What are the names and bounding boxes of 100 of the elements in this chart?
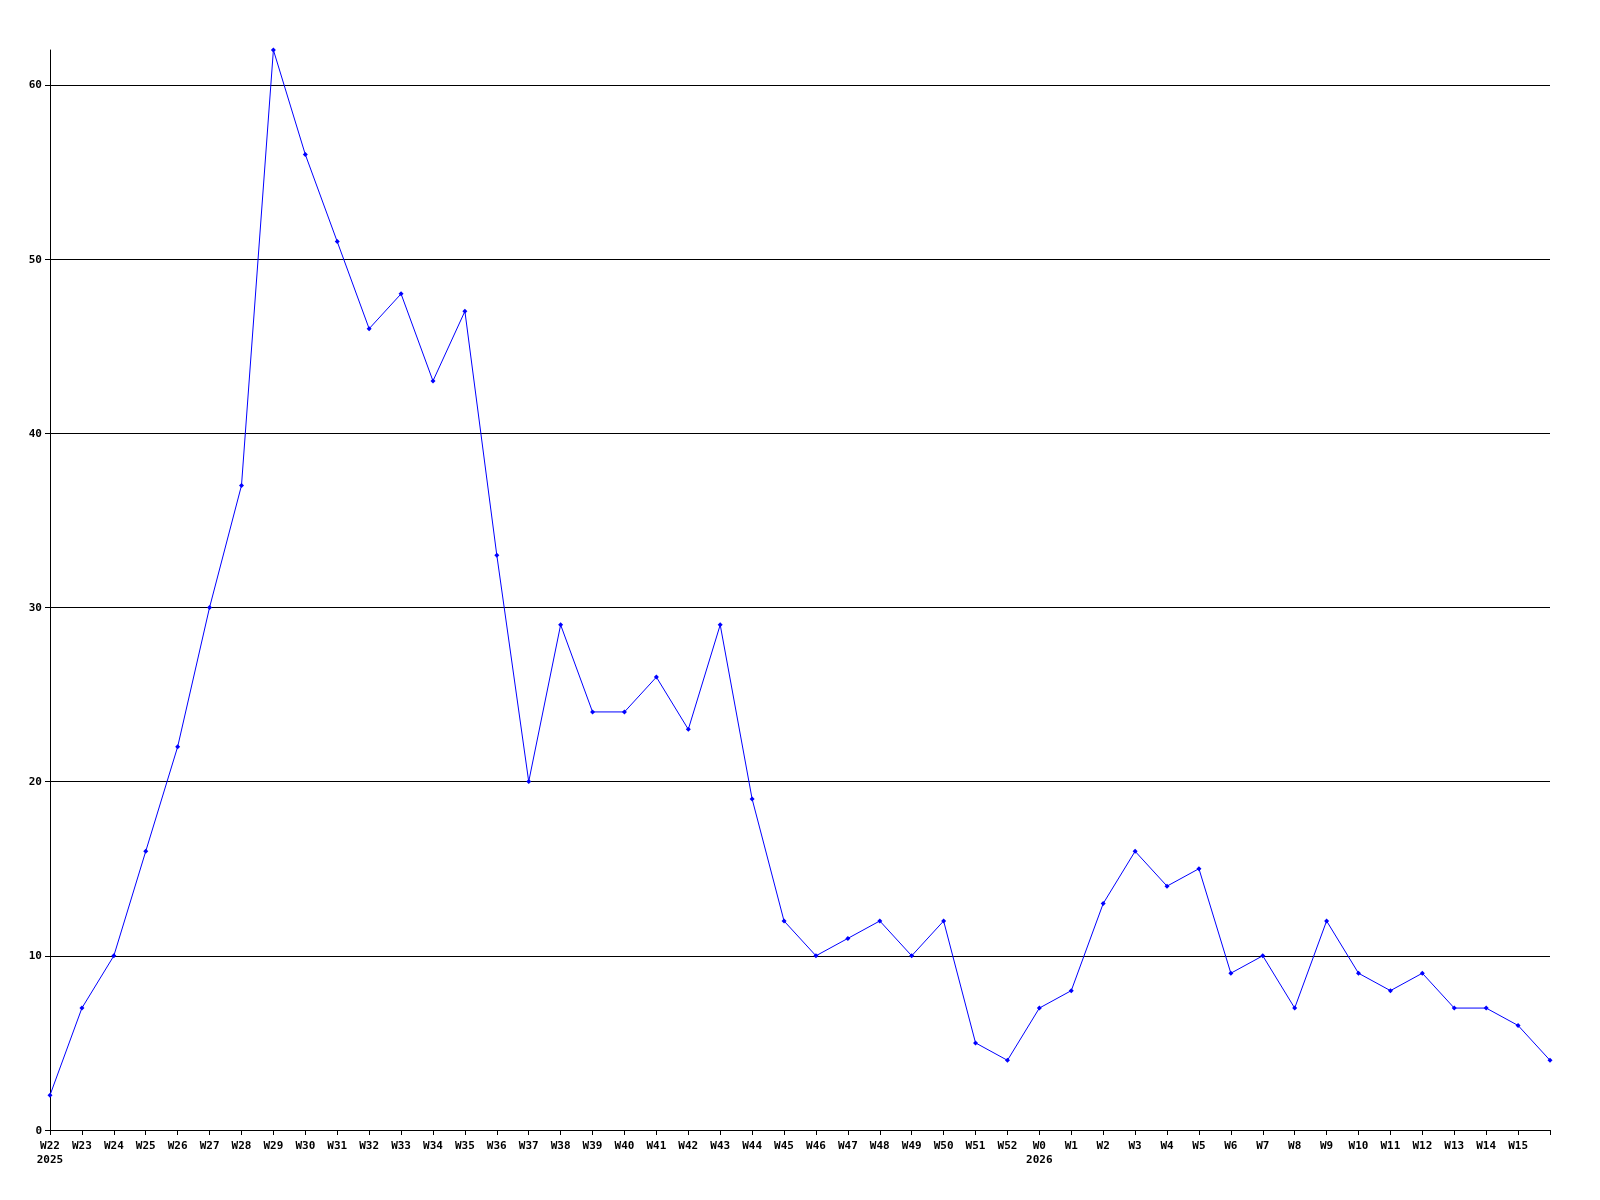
point [175, 744, 181, 750]
x-tick-label: W11 [1380, 1138, 1401, 1152]
x-tick-label: W46 [806, 1138, 827, 1152]
x-tick-label: W44 [742, 1138, 763, 1152]
point [1324, 918, 1330, 924]
x-tick-label: W5 [1192, 1138, 1206, 1152]
point [398, 291, 404, 297]
point [813, 953, 819, 959]
point [1387, 988, 1393, 994]
point [590, 709, 596, 715]
x-tick-label: W35 [454, 1138, 475, 1152]
x-tick-label: W2 [1096, 1138, 1110, 1152]
y-tick-label: 10 [28, 949, 42, 963]
x-tick-label: W43 [710, 1138, 731, 1152]
point [973, 1040, 979, 1046]
x-tick-label: W9 [1319, 1138, 1334, 1152]
point [1036, 1005, 1042, 1011]
y-tick-label: 40 [28, 426, 42, 440]
y-tick-label: 30 [28, 600, 42, 614]
point [685, 726, 691, 732]
point [749, 796, 755, 802]
x-tick-label: W12 [1412, 1138, 1433, 1152]
y-tick-label: 60 [28, 78, 42, 92]
point [1260, 953, 1266, 959]
x-tick-label: W0 2026 [1026, 1138, 1053, 1166]
point [1547, 1057, 1553, 1063]
point [1228, 970, 1234, 976]
point [1483, 1005, 1489, 1011]
x-tick-label: W23 [71, 1138, 92, 1152]
x-tick-label: W28 [231, 1138, 252, 1152]
point [621, 709, 627, 715]
point [1068, 988, 1074, 994]
x-tick-label: W41 [646, 1138, 667, 1152]
x-tick-label: W34 [423, 1138, 444, 1152]
x-tick-label: W6 [1224, 1138, 1238, 1152]
point [941, 918, 947, 924]
point [1196, 866, 1202, 872]
x-tick-label: W49 [901, 1138, 922, 1152]
x-tick-label: W38 [550, 1138, 571, 1152]
point [302, 152, 308, 158]
point [1292, 1005, 1298, 1011]
x-tick-label: W42 [678, 1138, 699, 1152]
x-tick-label: W48 [869, 1138, 890, 1152]
point [877, 918, 883, 924]
point [143, 848, 149, 854]
point [1100, 901, 1106, 907]
point [111, 953, 117, 959]
x-tick-label: W1 [1064, 1138, 1079, 1152]
x-tick-label: W52 [997, 1138, 1018, 1152]
point [334, 239, 340, 245]
x-tick-label: W13 [1444, 1138, 1465, 1152]
x-tick-label: W3 [1128, 1138, 1142, 1152]
x-tick-label: W27 [199, 1138, 220, 1152]
x-tick-label: W30 [295, 1138, 316, 1152]
x-tick-label: W15 [1508, 1138, 1529, 1152]
y-tick-label: 0 [35, 1123, 42, 1137]
point [1419, 970, 1425, 976]
point [238, 482, 244, 488]
x-tick-label: W45 [774, 1138, 794, 1152]
point [79, 1005, 85, 1011]
point [1451, 1005, 1457, 1011]
x-tick-label: W37 [518, 1138, 539, 1152]
point [653, 674, 659, 680]
x-tick-label: W22 2025 [36, 1138, 64, 1166]
point [1356, 970, 1362, 976]
x-tick-label: W50 [933, 1138, 954, 1152]
point [47, 1092, 53, 1098]
x-tick-label: W10 [1348, 1138, 1369, 1152]
point [366, 326, 372, 332]
x-tick-label: W7 [1256, 1138, 1270, 1152]
x-tick-label: W8 [1288, 1138, 1302, 1152]
point [1004, 1057, 1010, 1063]
y-tick-label: 20 [28, 775, 42, 789]
x-tick-label: W51 [965, 1138, 986, 1152]
x-tick-label: W31 [327, 1138, 348, 1152]
point [781, 918, 787, 924]
x-tick-label: W33 [391, 1138, 411, 1152]
point [1515, 1022, 1521, 1028]
x-tick-label: W25 [135, 1138, 156, 1152]
x-tick-label: W39 [582, 1138, 603, 1152]
point [270, 47, 276, 53]
point [430, 378, 436, 384]
point [717, 622, 723, 628]
x-tick-label: W24 [103, 1138, 125, 1152]
x-tick-label: W29 [263, 1138, 284, 1152]
x-tick-label: W26 [167, 1138, 188, 1152]
point [526, 779, 532, 785]
x-tick-label: W47 [837, 1138, 858, 1152]
point [1132, 848, 1138, 854]
point [558, 622, 564, 628]
x-tick-label: W40 [614, 1138, 635, 1152]
y-tick-label: 50 [28, 252, 42, 266]
point [1164, 883, 1170, 889]
x-tick-label: W4 [1160, 1138, 1175, 1152]
x-tick-label: W14 [1476, 1138, 1497, 1152]
point [462, 308, 468, 314]
point [207, 604, 213, 610]
point [909, 953, 915, 959]
x-tick-label: W36 [486, 1138, 508, 1152]
x-tick-label: W32 [359, 1138, 380, 1152]
